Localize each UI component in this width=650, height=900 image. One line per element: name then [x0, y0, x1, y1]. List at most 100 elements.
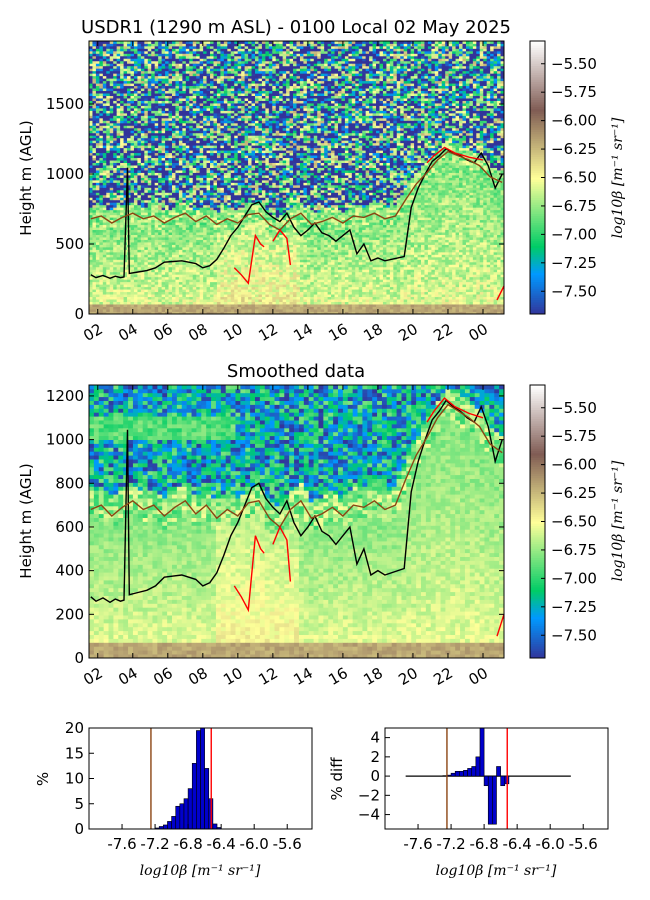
colorbar-segment — [530, 637, 545, 641]
colorbar-segment — [530, 576, 545, 579]
colorbar-segment — [530, 648, 545, 652]
colorbar-tick-label: −7.25 — [551, 254, 597, 272]
bar — [471, 766, 477, 777]
colorbar-segment — [530, 52, 545, 56]
colorbar-segment — [530, 209, 545, 213]
smoothed-lines — [90, 397, 505, 637]
colorbar-segment — [530, 544, 545, 548]
colorbar-segment — [530, 147, 545, 151]
x-tick-label: 20 — [395, 664, 421, 689]
colorbar-tick-label: −6.50 — [551, 169, 597, 187]
colorbar-segment — [530, 56, 545, 60]
raw-panel: USDR1 (1290 m ASL) - 0100 Local 02 May 2… — [17, 17, 626, 345]
colorbar-segment — [530, 621, 545, 625]
series-line-3 — [272, 525, 292, 582]
colorbar-segment — [530, 507, 545, 511]
colorbar-segment — [530, 66, 545, 69]
colorbar-segment — [530, 389, 545, 393]
colorbar-segment — [530, 218, 545, 222]
colorbar-segment — [530, 168, 545, 172]
colorbar-segment — [530, 462, 545, 466]
smoothed-title: Smoothed data — [227, 361, 365, 382]
colorbar-segment — [530, 298, 545, 301]
colorbar-segment — [530, 211, 545, 215]
y-tick-label: 200 — [55, 605, 84, 623]
diff-xlabel: log10β [m⁻¹ sr⁻¹] — [436, 863, 557, 879]
colorbar-segment — [530, 410, 545, 413]
colorbar-segment — [530, 250, 545, 254]
colorbar-segment — [530, 476, 545, 479]
series-line-3 — [272, 228, 292, 266]
bar — [459, 770, 464, 777]
colorbar-segment — [530, 266, 545, 269]
colorbar-segment — [530, 562, 545, 566]
colorbar-segment — [530, 254, 545, 258]
x-tick-label: 00 — [465, 664, 491, 689]
colorbar-segment — [530, 227, 545, 231]
smoothed-heatmap — [89, 385, 505, 659]
bar — [191, 763, 197, 830]
colorbar-segment — [530, 450, 545, 454]
colorbar-segment — [530, 494, 545, 497]
x-tick-label: 02 — [80, 664, 106, 689]
bar — [175, 805, 181, 830]
colorbar-segment — [530, 546, 545, 550]
colorbar-tick-label: −5.75 — [551, 427, 597, 445]
x-tick-label: -7.6 — [107, 835, 136, 853]
colorbar-segment — [530, 485, 545, 488]
colorbar-segment — [530, 564, 545, 568]
colorbar-segment — [530, 118, 545, 122]
colorbar-segment — [530, 213, 545, 217]
x-tick-label: 12 — [255, 664, 281, 689]
bar — [500, 775, 506, 787]
colorbar-segment — [530, 220, 545, 224]
raw-title: USDR1 (1290 m ASL) - 0100 Local 02 May 2… — [81, 17, 511, 38]
x-tick-label: 14 — [290, 320, 316, 345]
series-line-0 — [90, 399, 503, 604]
diff-x-ticks: -7.6 -7.2 -6.8 -6.4 -6.0 -5.6 — [403, 824, 598, 853]
hist-bars — [150, 727, 222, 830]
colorbar-segment — [530, 623, 545, 627]
colorbar-segment — [530, 503, 545, 507]
colorbar-segment — [530, 270, 545, 274]
bar — [171, 816, 177, 830]
y-tick-label: 1200 — [46, 387, 84, 405]
colorbar-segment — [530, 635, 545, 639]
colorbar-segment — [530, 553, 545, 557]
colorbar-segment — [530, 309, 545, 313]
colorbar-segment — [530, 161, 545, 165]
colorbar-segment — [530, 243, 545, 247]
colorbar-segment — [530, 489, 545, 493]
colorbar-segment — [530, 154, 545, 158]
colorbar-segment — [530, 423, 545, 427]
colorbar-segment — [530, 95, 545, 99]
colorbar-segment — [530, 193, 545, 197]
bar — [487, 775, 493, 825]
x-tick-label: -7.2 — [140, 835, 169, 853]
colorbar-segment — [530, 257, 545, 260]
bar — [492, 775, 497, 825]
bar — [196, 730, 201, 830]
colorbar-segment — [530, 530, 545, 534]
diff-bars — [405, 727, 571, 829]
colorbar-segment — [530, 252, 545, 256]
colorbar-segment — [530, 428, 545, 431]
colorbar-segment — [530, 141, 545, 144]
colorbar-segment — [530, 560, 545, 563]
colorbar-segment — [530, 182, 545, 185]
colorbar-segment — [530, 537, 545, 541]
bar — [463, 770, 468, 777]
x-tick-label: -5.6 — [569, 835, 598, 853]
smoothed-ylabel: Height m (AGL) — [17, 463, 35, 578]
raw-colorbar: −5.50 −5.75 −6.00 −6.25 −6.50 −6.75 −7.00 −7.25… — [529, 40, 597, 315]
colorbar-segment — [530, 302, 545, 306]
bar — [183, 798, 189, 830]
colorbar-segment — [530, 396, 545, 400]
colorbar-segment — [530, 311, 545, 315]
bar — [450, 772, 456, 777]
colorbar-segment — [530, 407, 545, 411]
y-tick-label: 0 — [74, 649, 84, 667]
colorbar-segment — [530, 610, 545, 613]
colorbar-segment — [530, 79, 545, 83]
